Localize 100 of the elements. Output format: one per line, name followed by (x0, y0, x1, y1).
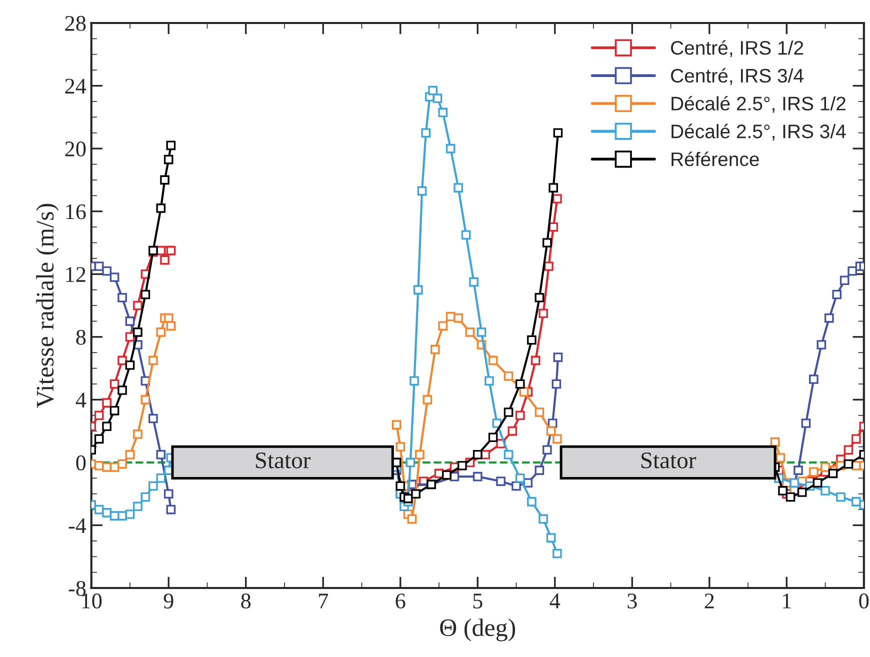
point (438, 321, 448, 331)
x-axis-title: Θ (deg) (440, 618, 516, 642)
point (544, 262, 554, 271)
y-tick-label: 24 (65, 78, 86, 94)
point (133, 430, 142, 439)
point (156, 204, 166, 213)
point (94, 262, 104, 271)
y-tick-label: 8 (76, 330, 86, 345)
point (133, 300, 142, 310)
point (415, 450, 424, 460)
point (488, 356, 498, 366)
point (504, 408, 514, 417)
point (407, 514, 417, 524)
point (492, 418, 502, 428)
point (156, 450, 166, 460)
point (776, 453, 786, 462)
point (770, 437, 780, 447)
point (125, 360, 135, 370)
point (542, 445, 552, 455)
point (469, 277, 478, 287)
point (422, 395, 432, 404)
point (102, 398, 112, 408)
point (421, 128, 431, 138)
point (166, 504, 176, 514)
point (465, 328, 475, 337)
point (148, 481, 158, 491)
point (812, 478, 822, 488)
point (164, 154, 174, 164)
point (148, 414, 158, 424)
point (403, 494, 413, 504)
point (461, 230, 471, 240)
point (166, 140, 176, 150)
point (844, 445, 854, 455)
point (110, 272, 120, 282)
x-tick-label: 7 (319, 594, 328, 608)
point (110, 406, 120, 416)
point (160, 175, 170, 185)
y-tick-label: 4 (76, 392, 86, 408)
point (472, 450, 482, 460)
point (164, 489, 174, 498)
point (125, 510, 135, 519)
x-tick-label: 8 (241, 594, 251, 609)
point (515, 379, 525, 389)
x-tick-label: 3 (628, 594, 637, 609)
point (472, 472, 482, 482)
point (534, 466, 544, 475)
point (512, 481, 521, 491)
point (476, 328, 486, 337)
point (430, 344, 440, 354)
point (820, 462, 830, 472)
point (538, 308, 548, 318)
point (140, 395, 150, 404)
point (140, 492, 150, 502)
point (809, 467, 818, 477)
point (527, 335, 536, 345)
band-label: Stator (256, 452, 311, 468)
point (546, 426, 556, 436)
point (140, 290, 150, 300)
point (438, 108, 448, 118)
point (458, 460, 467, 470)
x-tick-label: 9 (164, 594, 174, 609)
point (156, 473, 166, 483)
point (118, 293, 127, 302)
point (396, 442, 406, 452)
point (504, 371, 514, 381)
point (118, 386, 127, 395)
point (832, 290, 842, 300)
x-tick-label: 2 (704, 594, 714, 608)
point (102, 508, 112, 518)
point (852, 434, 861, 444)
point (504, 450, 514, 460)
x-tick-label: 5 (473, 594, 482, 609)
y-tick-label: 20 (65, 141, 86, 156)
x-tick-label: 4 (550, 594, 560, 608)
point (484, 376, 494, 386)
point (809, 374, 818, 384)
point (417, 186, 427, 196)
point (548, 183, 558, 192)
point (442, 470, 452, 480)
point (102, 422, 112, 432)
band-label: Stator (641, 452, 696, 468)
y-tick-label: 16 (66, 204, 86, 220)
point (454, 313, 463, 323)
point (553, 128, 563, 138)
point (515, 410, 525, 420)
y-axis-title: Vitesse radiale (m/s) (36, 204, 59, 408)
point (496, 476, 506, 486)
point (156, 328, 166, 337)
point (552, 194, 562, 204)
point (519, 387, 529, 396)
point (428, 86, 438, 96)
y-tick-label: 0 (76, 455, 86, 470)
point (94, 434, 104, 444)
point (454, 183, 463, 192)
point (392, 420, 402, 430)
point (828, 468, 838, 478)
legend-label: Décalé 2.5°, IRS 1/2 (672, 96, 846, 113)
point (534, 293, 544, 302)
point (94, 410, 104, 420)
point (801, 418, 811, 428)
